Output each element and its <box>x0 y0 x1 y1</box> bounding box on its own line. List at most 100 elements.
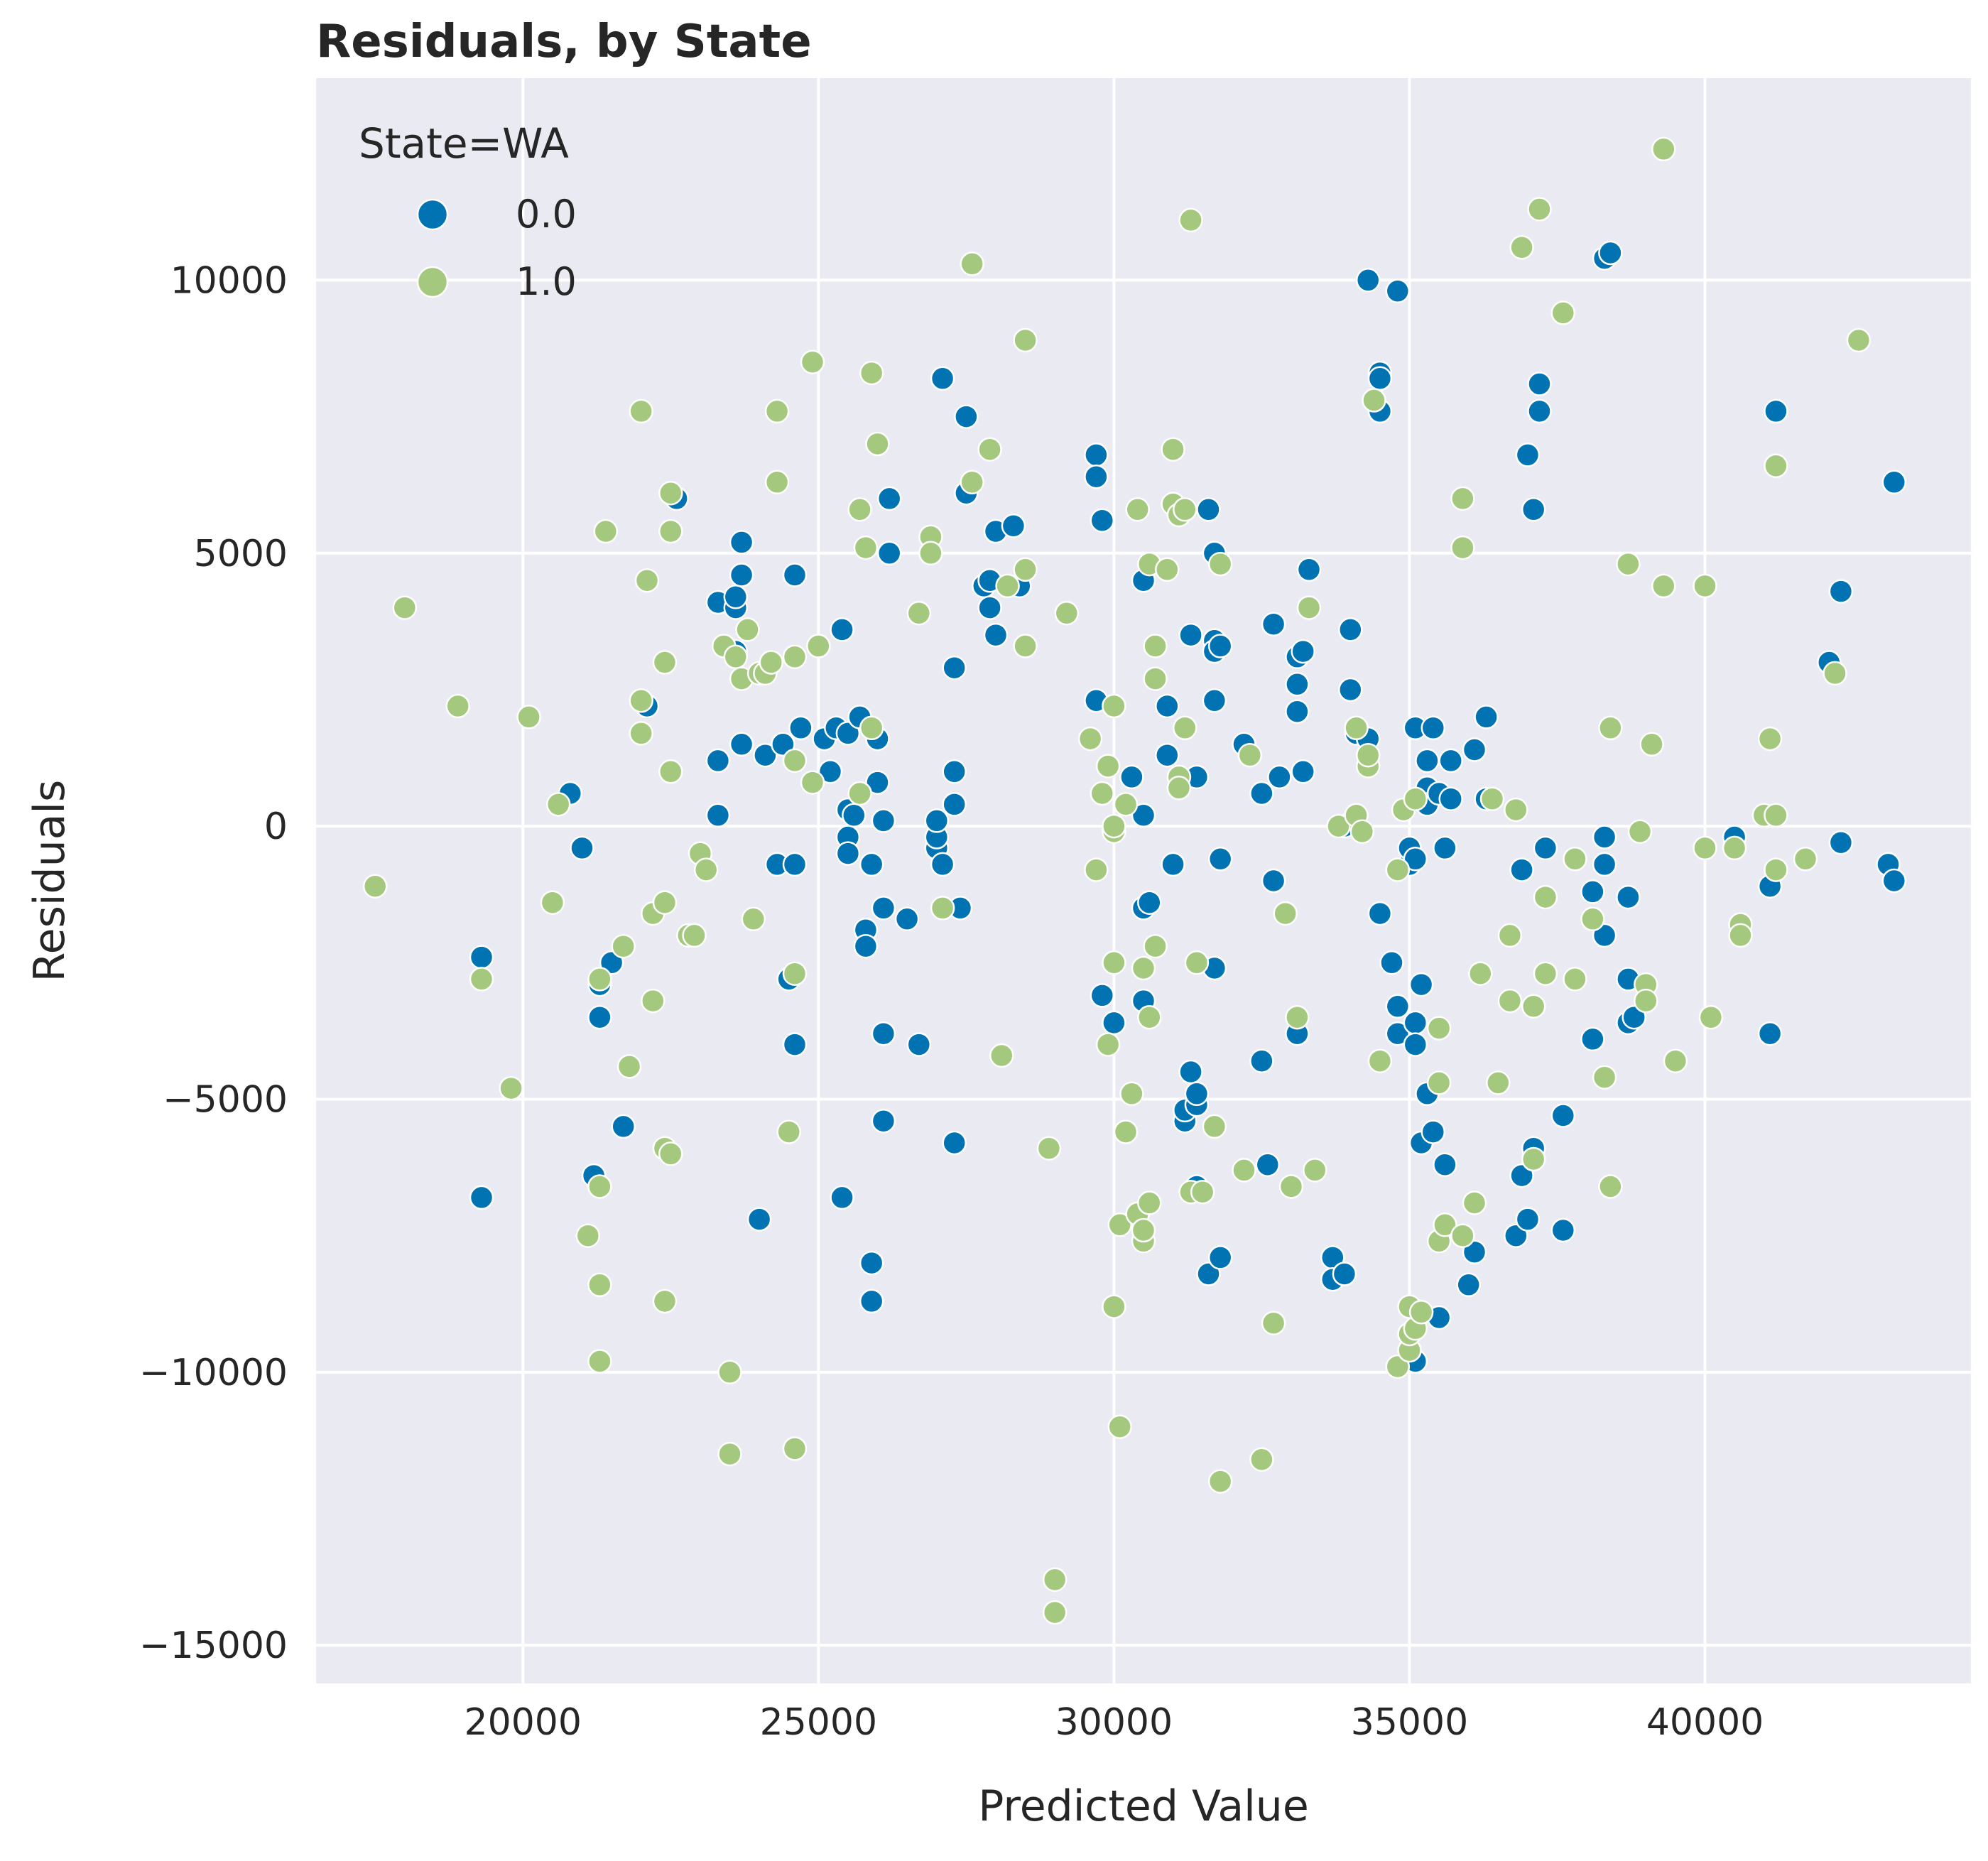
data-point <box>392 595 418 620</box>
data-point <box>1580 879 1605 904</box>
data-point <box>658 1141 683 1166</box>
data-point <box>865 770 890 795</box>
data-point <box>1693 573 1717 599</box>
data-point <box>830 617 854 642</box>
data-point <box>847 497 872 522</box>
data-point <box>960 251 984 276</box>
data-point <box>1462 1190 1487 1215</box>
data-point <box>1261 868 1286 894</box>
data-point <box>717 1441 742 1467</box>
data-point <box>1278 1174 1304 1199</box>
data-point <box>1592 825 1617 850</box>
data-point <box>924 808 950 833</box>
data-point <box>1580 1026 1605 1052</box>
data-point <box>587 1272 612 1298</box>
data-point <box>1102 813 1126 839</box>
data-point <box>1207 1245 1233 1270</box>
data-point <box>545 792 571 817</box>
data-point <box>977 595 1002 620</box>
data-point <box>1367 366 1393 391</box>
data-point <box>818 759 843 784</box>
data-point <box>1196 1262 1221 1286</box>
legend-marker-1 <box>416 266 449 298</box>
data-point <box>800 349 825 374</box>
y-tick-labels: −15000 −10000 −5000 0 5000 10000 <box>139 259 288 1667</box>
y-axis-label: Residuals <box>25 780 75 982</box>
data-point <box>1261 1311 1286 1335</box>
data-point <box>1338 677 1363 702</box>
data-point <box>871 1108 896 1134</box>
data-point <box>1285 1004 1310 1030</box>
data-point <box>1077 726 1103 752</box>
data-point <box>658 480 683 506</box>
data-point <box>1598 240 1623 266</box>
data-point <box>1119 1081 1144 1107</box>
data-point <box>942 759 967 784</box>
data-point <box>1332 1262 1357 1286</box>
data-point <box>1367 1048 1393 1073</box>
data-point <box>1143 933 1168 959</box>
data-point <box>1450 1223 1475 1248</box>
data-point <box>629 688 653 713</box>
data-point <box>1764 857 1788 882</box>
data-point <box>1722 835 1747 861</box>
data-point <box>847 781 872 806</box>
data-point <box>1326 813 1351 839</box>
data-point <box>835 841 861 866</box>
data-point <box>1207 1469 1233 1494</box>
data-point <box>1125 497 1150 522</box>
data-point <box>1303 1158 1327 1183</box>
data-point <box>1521 994 1546 1019</box>
data-point <box>1042 1600 1068 1625</box>
data-point <box>1119 764 1144 790</box>
data-point <box>759 650 784 675</box>
data-point <box>1161 437 1185 462</box>
data-point <box>1131 955 1156 981</box>
data-point <box>771 732 795 757</box>
x-tick-labels: 20000 25000 30000 35000 40000 <box>465 1701 1764 1744</box>
data-point <box>1403 847 1428 872</box>
data-point <box>1438 748 1463 774</box>
data-point <box>587 1174 612 1199</box>
data-point <box>1450 535 1475 560</box>
data-point <box>1408 1300 1434 1325</box>
data-point <box>989 1043 1014 1068</box>
data-point <box>806 634 831 658</box>
data-point <box>1385 1021 1411 1046</box>
data-point <box>782 1032 808 1057</box>
data-point <box>1291 639 1315 664</box>
data-point <box>1255 1152 1281 1177</box>
data-point <box>652 1288 678 1314</box>
data-point <box>1137 1004 1162 1030</box>
data-point <box>1207 551 1233 577</box>
data-point <box>1592 923 1617 948</box>
data-point <box>782 1436 808 1461</box>
data-point <box>1592 852 1617 877</box>
data-point <box>1462 737 1487 762</box>
data-point <box>1433 835 1457 861</box>
data-point <box>1479 786 1505 811</box>
data-point <box>1634 988 1658 1014</box>
data-point <box>876 486 902 511</box>
x-tick-label: 25000 <box>760 1701 877 1744</box>
data-point <box>1267 764 1292 790</box>
data-point <box>1107 1212 1132 1237</box>
data-point <box>1533 884 1558 910</box>
data-point <box>575 1223 601 1248</box>
data-point <box>1367 901 1393 926</box>
data-point <box>1616 551 1641 577</box>
data-point <box>1764 453 1788 479</box>
data-point <box>1178 622 1203 648</box>
data-point <box>1013 634 1038 658</box>
data-point <box>1338 617 1363 642</box>
data-point <box>1113 792 1139 817</box>
data-point <box>1757 1021 1783 1046</box>
data-point <box>782 852 808 877</box>
data-point <box>1095 1032 1121 1057</box>
data-point <box>746 1207 772 1232</box>
data-point <box>1521 497 1546 522</box>
data-point <box>764 398 790 424</box>
data-point <box>1698 1004 1724 1030</box>
data-point <box>942 792 967 817</box>
data-point <box>1426 1070 1452 1095</box>
